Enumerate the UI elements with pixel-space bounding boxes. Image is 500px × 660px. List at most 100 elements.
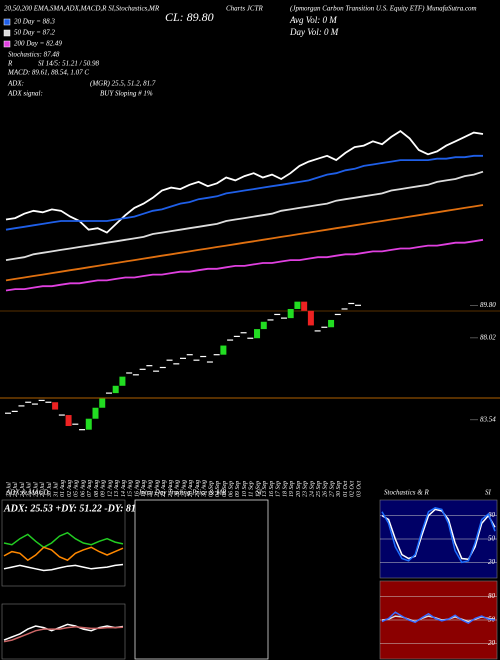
x-tick-label: 09 Sep [235, 481, 241, 497]
series-line [3, 626, 124, 643]
x-tick-label: 30 Aug [202, 480, 208, 498]
candle [274, 313, 281, 316]
x-tick-label: 24 Sep [308, 481, 315, 497]
x-tick-label: 27 Sep [329, 481, 335, 497]
candle [45, 401, 52, 403]
series-line [5, 204, 484, 282]
x-tick-label: 27 Aug [181, 480, 187, 497]
y-tick-label: 20 [488, 558, 496, 566]
series-line [3, 623, 124, 641]
x-tick-label: 26 Sep [323, 481, 329, 497]
legend-label: 50 Day = 87.2 [14, 29, 55, 37]
annotation: SI 14/5: 51.21 / 50.98 [38, 60, 100, 68]
candle [11, 410, 18, 412]
candle [227, 339, 234, 341]
candle [166, 359, 173, 361]
x-tick-label: 20 Aug [148, 480, 154, 497]
ticker: Charts JCTR [226, 5, 263, 13]
panel-title: ADX & MACD [5, 489, 48, 497]
x-tick-label: 06 Sep [228, 481, 234, 497]
y-tick-label: 88.02 [480, 333, 496, 341]
legend-label: 20 Day = 88.3 [14, 18, 55, 26]
x-tick-label: 22 Aug [161, 480, 167, 497]
day-volume: Day Vol: 0 M [289, 27, 339, 37]
candle [65, 415, 72, 427]
close-label: CL: 89.80 [165, 10, 214, 24]
candle [267, 319, 274, 321]
candle [119, 376, 126, 386]
y-tick-label: 83.54 [480, 415, 496, 423]
x-tick-label: 22 Jul [6, 482, 12, 497]
annotation: ADX signal: [7, 90, 43, 98]
x-tick-label: 28 Aug [188, 480, 194, 497]
annotation: MACD: 89.61, 88.54, 1.07 C [7, 69, 89, 77]
x-tick-label: 31 Jul [53, 482, 59, 498]
series-line [5, 154, 483, 231]
series-line [3, 531, 124, 549]
y-tick-label: 89.80 [480, 301, 496, 309]
series-line [5, 238, 484, 292]
x-tick-label: 13 Aug [114, 480, 120, 497]
candle [180, 357, 186, 359]
annotation: BUY Sloping # 1% [100, 90, 153, 98]
candle [220, 345, 227, 355]
candle [193, 359, 200, 361]
panel [1, 603, 126, 660]
x-tick-label: 08 Aug [94, 480, 100, 497]
candle [112, 385, 119, 394]
candle [99, 398, 106, 408]
annotation: Stochastics: 87.48 [8, 51, 60, 59]
candle [341, 308, 348, 310]
x-tick-label: 23 Jul [13, 482, 19, 497]
header: 20,50,200 EMA,SMA,ADX,MACD,R SI,Stochast… [4, 5, 160, 13]
x-tick-label: 23 Aug [168, 480, 174, 497]
x-tick-label: 25 Jul [27, 482, 33, 497]
x-tick-label: 29 Jul [40, 482, 46, 497]
y-tick-label: 50 [488, 535, 496, 543]
candle [321, 326, 328, 328]
candle [314, 330, 321, 332]
annotation: ADX: [7, 80, 24, 88]
series-line [5, 170, 484, 261]
series-line [5, 129, 484, 234]
candle [173, 363, 180, 365]
candle [126, 372, 133, 374]
x-tick-label: 01 Oct [343, 481, 349, 497]
x-tick-label: 17 Sep [276, 481, 282, 497]
candle [213, 354, 220, 356]
panel-title: Intra Day Trading Price & MR [138, 489, 227, 497]
x-tick-label: 24 Jul [19, 482, 26, 497]
legend-swatch [3, 29, 11, 37]
x-tick-label: 13 Sep [262, 481, 268, 497]
x-tick-label: 21 Aug [154, 480, 160, 497]
series-line [381, 611, 496, 624]
candle [38, 399, 45, 402]
panel [134, 499, 269, 660]
x-tick-label: 23 Sep [303, 481, 309, 497]
candle [206, 361, 213, 363]
candle [247, 337, 254, 339]
x-tick-label: 15 Aug [128, 480, 134, 497]
candle [348, 302, 355, 305]
avg-volume: Avg Vol: 0 M [289, 15, 337, 25]
legend-label: 200 Day = 82.49 [14, 40, 62, 48]
candle [25, 401, 32, 403]
chart-title: (Jpmorgan Carbon Transition U.S. Equity … [290, 5, 477, 13]
x-tick-label: 11 Sep [249, 481, 255, 497]
candle [301, 301, 308, 311]
x-tick-label: 01 Aug [60, 480, 66, 497]
x-tick-label: 05 Sep [222, 481, 228, 497]
x-tick-label: 12 Aug [107, 480, 113, 497]
candle [159, 366, 166, 369]
x-tick-label: 03 Oct [356, 481, 362, 497]
candle [31, 403, 38, 405]
panel-subtitle: SI [256, 489, 263, 497]
candle [254, 329, 261, 339]
x-tick-label: 05 Aug [74, 480, 80, 497]
candle [52, 402, 59, 410]
x-tick-label: 25 Sep [316, 481, 322, 497]
y-tick-label: 80 [488, 592, 496, 600]
x-tick-label: 02 Oct [350, 481, 356, 497]
candle [260, 321, 267, 330]
